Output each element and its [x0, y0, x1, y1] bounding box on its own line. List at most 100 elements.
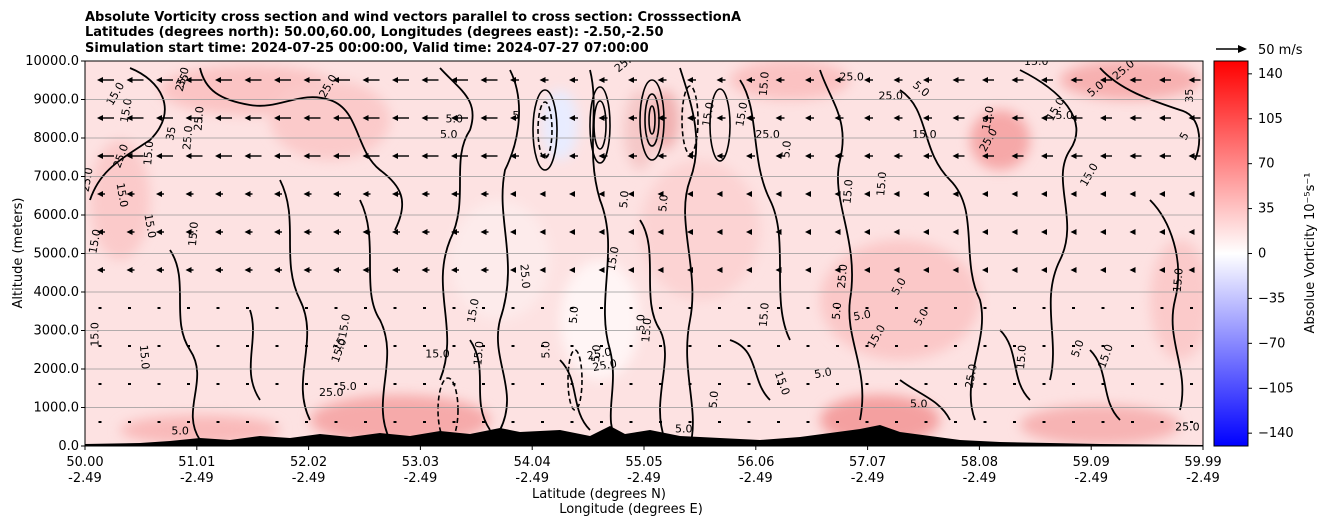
- wind-vector: [600, 421, 603, 423]
- plot-area: 3525.015.015.025.025.015.015.015.015.015…: [79, 55, 1204, 447]
- wind-vector-head: [923, 229, 929, 235]
- wind-vector-head: [244, 267, 251, 273]
- wind-vector: [1160, 421, 1164, 423]
- wind-vector-head: [451, 267, 457, 273]
- wind-vector-head: [1129, 77, 1136, 83]
- wind-vector-head: [1188, 77, 1195, 83]
- wind-vector: [246, 421, 249, 423]
- wind-vector-head: [244, 229, 251, 235]
- wind-vector-head: [97, 229, 103, 235]
- wind-vector-head: [451, 153, 457, 159]
- wind-vector: [364, 421, 367, 423]
- wind-vector: [216, 345, 220, 347]
- wind-vector-head: [126, 115, 133, 121]
- wind-vector: [452, 421, 456, 423]
- wind-vector-head: [1070, 229, 1077, 235]
- y-tick-label: 9000.0: [34, 93, 80, 108]
- wind-vector-head: [126, 267, 133, 273]
- wind-vector-head: [716, 191, 723, 197]
- wind-vector-head: [244, 115, 251, 121]
- wind-vector-head: [244, 77, 251, 83]
- wind-vector-head: [864, 191, 870, 197]
- y-tick-label: 6000.0: [34, 208, 80, 223]
- wind-vector: [688, 307, 692, 309]
- wind-vector-head: [1129, 153, 1136, 159]
- wind-vector-head: [569, 191, 575, 197]
- wind-vector-head: [893, 191, 900, 197]
- y-tick-label: 4000.0: [34, 285, 80, 300]
- wind-vector-head: [539, 115, 546, 121]
- quiver-key: 50 m/s: [1216, 43, 1303, 58]
- wind-vector-head: [687, 267, 693, 273]
- colorbar-tick-label: −105: [1258, 381, 1294, 396]
- wind-vector: [924, 383, 928, 385]
- wind-vector-head: [569, 229, 575, 235]
- wind-vector: [1072, 383, 1075, 385]
- x-tick-label-lat: 51.01: [178, 455, 215, 470]
- wind-vector-head: [952, 153, 959, 159]
- wind-vector: [718, 383, 721, 385]
- wind-vector: [1013, 345, 1016, 347]
- wind-vector: [1042, 307, 1046, 309]
- contour-label: 15.0: [1024, 55, 1049, 68]
- contour-label: 15.0: [757, 302, 772, 328]
- wind-vector: [1131, 383, 1134, 385]
- wind-vector-head: [539, 267, 546, 273]
- wind-vector-head: [569, 115, 575, 121]
- x-tick-label-lon: -2.49: [963, 471, 997, 486]
- contour-label: 25.0: [191, 106, 206, 132]
- contour-label: 15.0: [841, 179, 856, 205]
- wind-vector-head: [510, 77, 516, 83]
- wind-vector-head: [303, 77, 310, 83]
- wind-vector: [1190, 307, 1193, 309]
- wind-vector: [511, 421, 515, 423]
- wind-vector-head: [333, 115, 339, 121]
- wind-vector-head: [1188, 191, 1195, 197]
- wind-vector: [659, 421, 662, 423]
- wind-vector: [216, 383, 220, 385]
- wind-vector-head: [746, 115, 752, 121]
- wind-vector: [334, 421, 338, 423]
- wind-vector: [659, 383, 662, 385]
- wind-vector: [1190, 345, 1193, 347]
- wind-vector-head: [952, 77, 959, 83]
- wind-vector-head: [156, 77, 162, 83]
- wind-vector: [570, 345, 574, 347]
- wind-vector-head: [569, 267, 575, 273]
- wind-vector-head: [746, 153, 752, 159]
- wind-vector-head: [303, 191, 310, 197]
- title-line-3: Simulation start time: 2024-07-25 00:00:…: [85, 41, 649, 56]
- wind-vector-head: [805, 229, 811, 235]
- wind-vector-head: [392, 77, 398, 83]
- wind-vector: [895, 421, 898, 423]
- wind-vector-head: [923, 77, 929, 83]
- contour-label: 15.0: [471, 341, 486, 367]
- wind-vector: [187, 307, 190, 309]
- wind-vector-head: [362, 153, 369, 159]
- wind-vector: [423, 421, 426, 423]
- wind-vector: [1101, 383, 1105, 385]
- wind-vector-head: [392, 229, 398, 235]
- wind-vector-head: [746, 267, 752, 273]
- title-line-1: Absolute Vorticity cross section and win…: [85, 10, 741, 25]
- wind-vector: [305, 383, 308, 385]
- contour-label: 5.0: [567, 306, 581, 325]
- x-axis-label-longitude: Longitude (degrees E): [559, 502, 703, 517]
- contour-label: 25.0: [79, 167, 96, 193]
- contour-label: 15.0: [605, 245, 622, 271]
- wind-vector-head: [716, 267, 723, 273]
- wind-vector-head: [1100, 229, 1106, 235]
- wind-vector: [1160, 383, 1164, 385]
- wind-vector-head: [244, 191, 251, 197]
- wind-vector-head: [864, 267, 870, 273]
- wind-vector: [128, 421, 131, 423]
- wind-vector: [688, 383, 692, 385]
- wind-vector: [452, 383, 456, 385]
- wind-vector-head: [510, 267, 516, 273]
- wind-vector: [777, 383, 780, 385]
- wind-vector-head: [1041, 191, 1047, 197]
- wind-vector: [364, 307, 367, 309]
- wind-vector-head: [1159, 153, 1165, 159]
- wind-vector: [1042, 421, 1046, 423]
